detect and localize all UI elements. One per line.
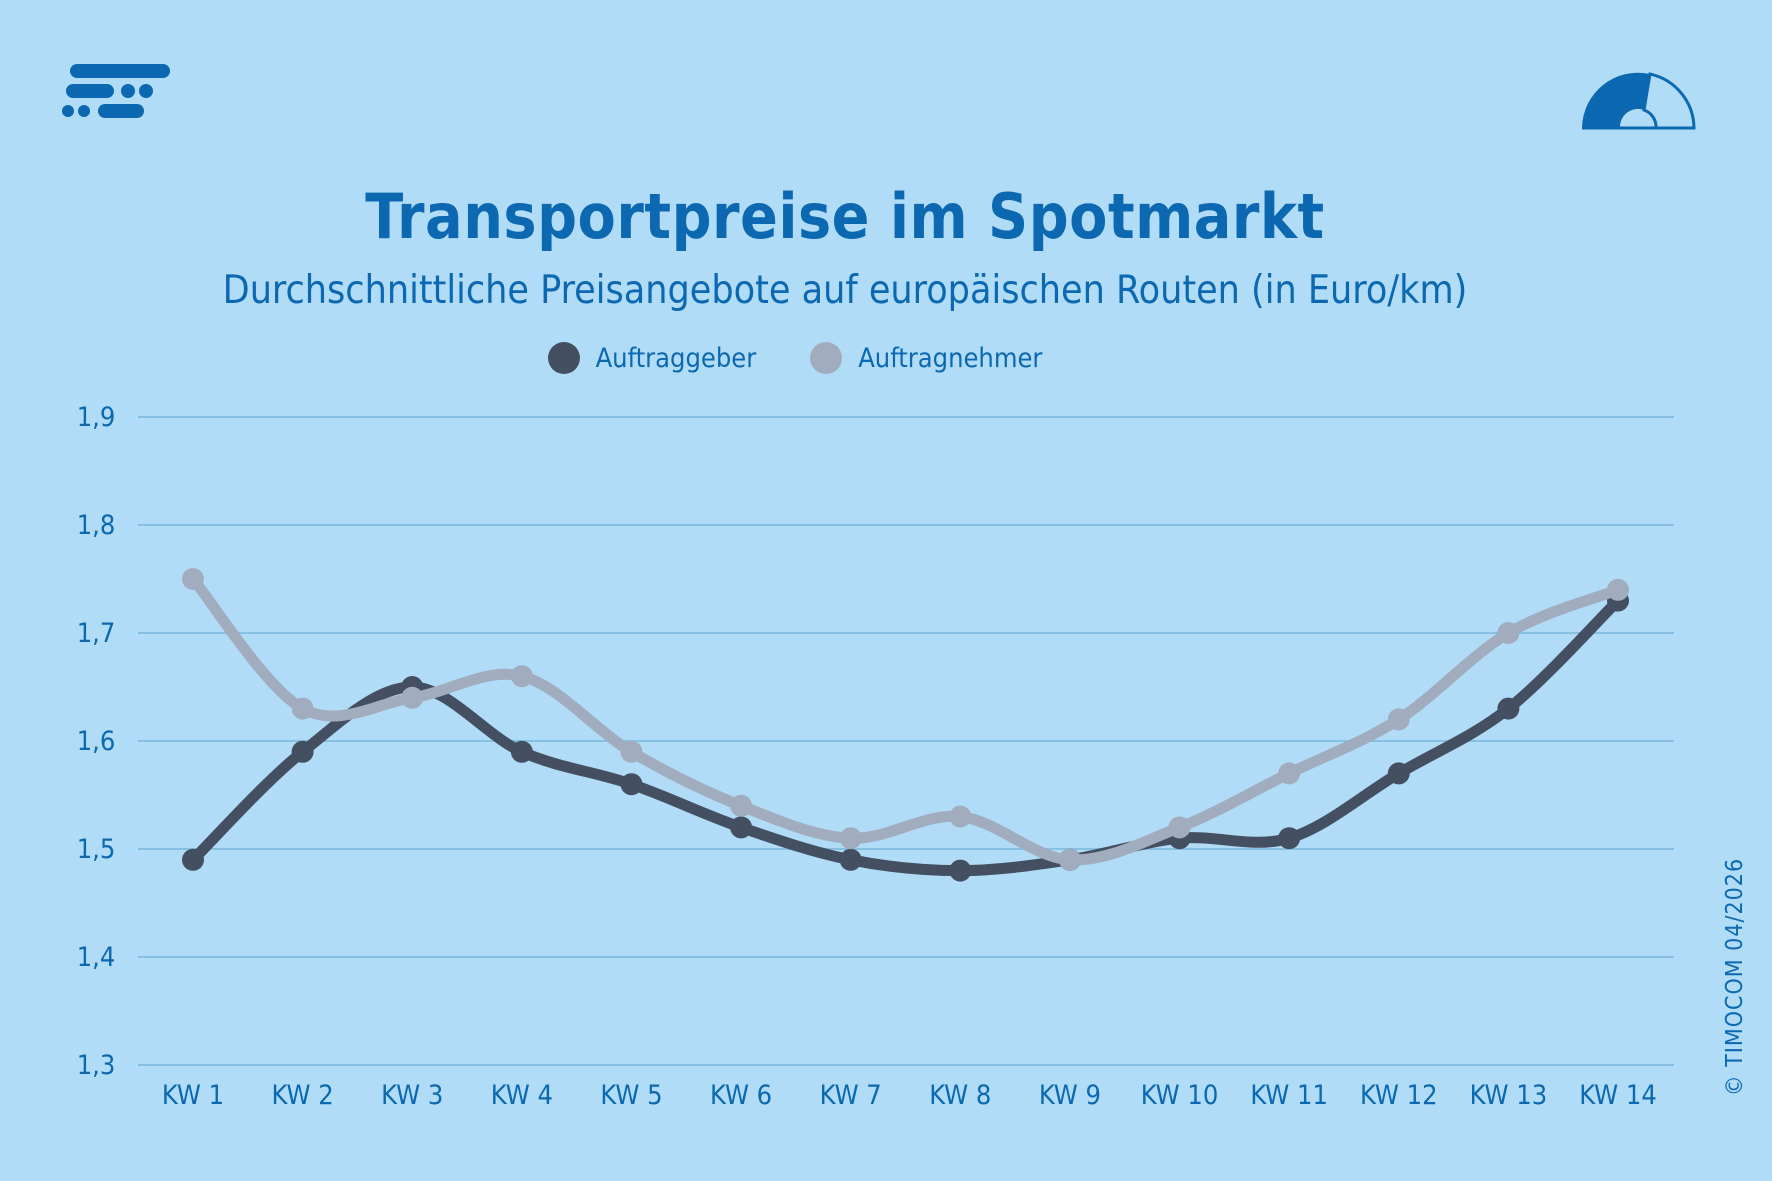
y-tick-label: 1,3 (77, 1050, 116, 1081)
data-point-auftragnehmer (291, 697, 314, 720)
x-tick-label: KW 2 (272, 1080, 334, 1111)
x-tick-label: KW 9 (1039, 1080, 1101, 1111)
data-point-auftraggeber (510, 740, 533, 763)
data-point-auftraggeber (182, 848, 204, 871)
data-point-auftragnehmer (949, 805, 972, 828)
data-point-auftragnehmer (182, 568, 204, 590)
data-point-auftragnehmer (401, 686, 424, 709)
y-tick-label: 1,5 (77, 834, 116, 865)
x-tick-label: KW 5 (600, 1080, 662, 1111)
data-point-auftraggeber (839, 848, 862, 871)
data-point-auftraggeber (730, 816, 753, 839)
legend-label-auftraggeber: Auftraggeber (595, 342, 757, 374)
x-tick-label: KW 8 (929, 1080, 991, 1111)
x-tick-label: KW 11 (1250, 1080, 1328, 1111)
x-tick-label: KW 14 (1579, 1080, 1657, 1111)
x-tick-label: KW 4 (491, 1080, 553, 1111)
data-point-auftraggeber (291, 740, 314, 763)
y-tick-label: 1,9 (77, 402, 116, 433)
legend-marker-auftraggeber (547, 342, 580, 374)
legend: Auftraggeber Auftragnehmer (0, 342, 1590, 374)
y-tick-label: 1,6 (77, 726, 116, 757)
data-point-auftragnehmer (1168, 816, 1191, 839)
x-tick-label: KW 10 (1141, 1080, 1219, 1111)
data-point-auftragnehmer (1607, 578, 1629, 601)
timocom-logo-icon (62, 64, 170, 118)
chart-title: Transportpreise im Spotmarkt (365, 180, 1325, 253)
speedometer-gauge-icon (1582, 72, 1696, 130)
data-point-auftragnehmer (1497, 622, 1520, 644)
x-tick-label: KW 1 (162, 1080, 224, 1111)
data-point-auftragnehmer (730, 794, 753, 817)
data-point-auftragnehmer (1278, 762, 1301, 785)
data-point-auftraggeber (1497, 697, 1520, 720)
x-tick-label: KW 6 (710, 1080, 772, 1111)
data-point-auftraggeber (620, 773, 643, 796)
copyright: © TIMOCOM 04/2026 (1722, 857, 1748, 1097)
legend-label-auftragnehmer: Auftragnehmer (858, 342, 1043, 374)
data-point-auftragnehmer (1058, 848, 1081, 871)
legend-item-auftragnehmer[interactable]: Auftragnehmer (810, 342, 1042, 374)
data-point-auftragnehmer (839, 827, 862, 850)
data-point-auftraggeber (1387, 762, 1410, 785)
x-tick-label: KW 12 (1360, 1080, 1438, 1111)
legend-marker-auftragnehmer (810, 342, 843, 374)
y-tick-label: 1,4 (77, 942, 116, 973)
data-point-auftragnehmer (620, 740, 643, 763)
y-tick-label: 1,8 (77, 510, 116, 541)
x-tick-label: KW 13 (1470, 1080, 1548, 1111)
y-tick-label: 1,7 (77, 618, 116, 649)
legend-item-auftraggeber[interactable]: Auftraggeber (547, 342, 757, 374)
x-tick-label: KW 7 (820, 1080, 882, 1111)
data-point-auftraggeber (1278, 827, 1301, 850)
data-point-auftragnehmer (1387, 708, 1410, 731)
data-point-auftraggeber (949, 859, 972, 882)
chart-subtitle: Durchschnittliche Preisangebote auf euro… (222, 268, 1468, 313)
x-tick-label: KW 3 (381, 1080, 443, 1111)
data-point-auftragnehmer (510, 665, 533, 688)
